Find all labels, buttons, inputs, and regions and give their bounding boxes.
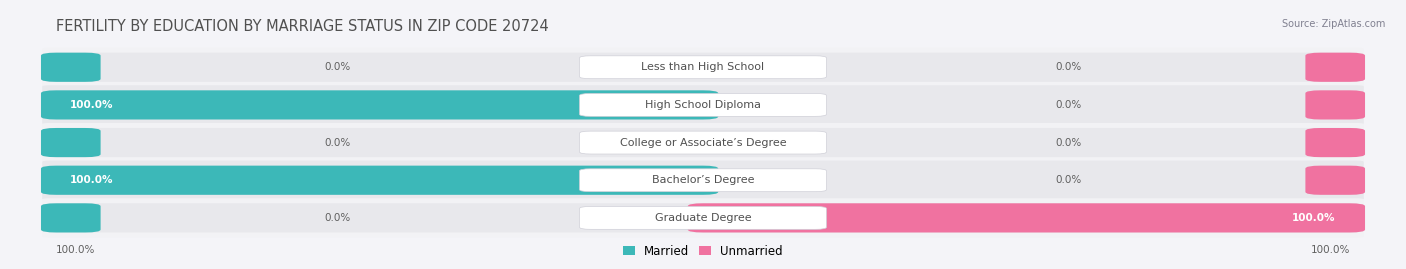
Legend: Married, Unmarried: Married, Unmarried [623,245,783,258]
Text: Source: ZipAtlas.com: Source: ZipAtlas.com [1281,19,1385,29]
Text: Graduate Degree: Graduate Degree [655,213,751,223]
Text: 0.0%: 0.0% [325,62,352,72]
Text: 100.0%: 100.0% [70,175,114,185]
Text: 100.0%: 100.0% [70,100,114,110]
Text: 100.0%: 100.0% [1310,245,1350,255]
Text: 100.0%: 100.0% [1292,213,1336,223]
Text: Less than High School: Less than High School [641,62,765,72]
Text: 0.0%: 0.0% [325,137,352,148]
Text: 0.0%: 0.0% [1054,175,1081,185]
Text: 0.0%: 0.0% [1054,100,1081,110]
Text: 0.0%: 0.0% [325,213,352,223]
Text: College or Associate’s Degree: College or Associate’s Degree [620,137,786,148]
Text: Bachelor’s Degree: Bachelor’s Degree [652,175,754,185]
Text: 0.0%: 0.0% [1054,137,1081,148]
Text: 100.0%: 100.0% [56,245,96,255]
Text: High School Diploma: High School Diploma [645,100,761,110]
Text: 0.0%: 0.0% [1054,62,1081,72]
Text: FERTILITY BY EDUCATION BY MARRIAGE STATUS IN ZIP CODE 20724: FERTILITY BY EDUCATION BY MARRIAGE STATU… [56,19,548,34]
